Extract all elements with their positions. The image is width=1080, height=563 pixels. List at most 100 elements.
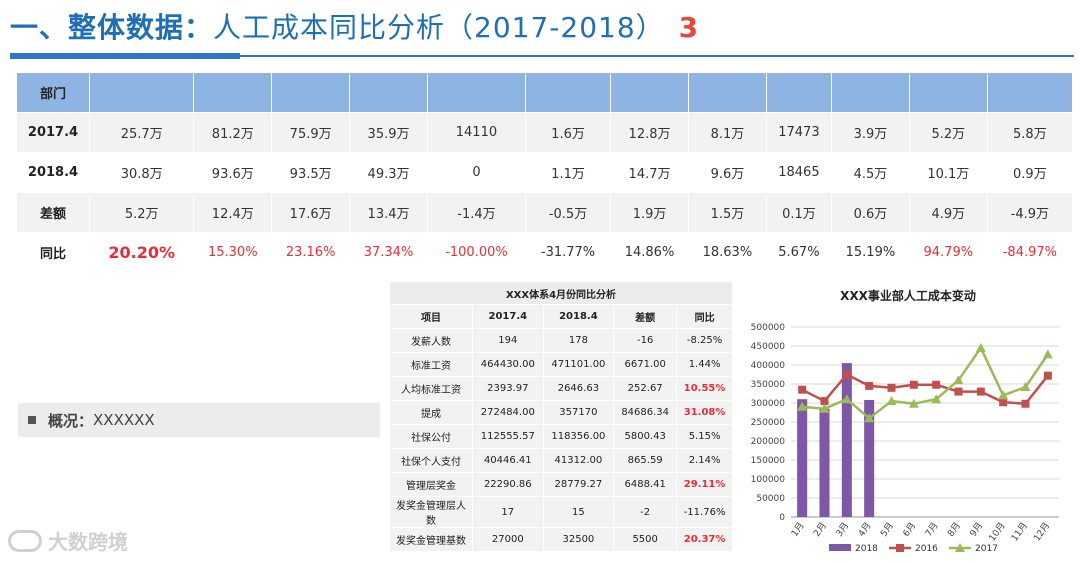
table-cell: -31.77% (525, 233, 611, 272)
table-cell: 1.9万 (611, 193, 688, 232)
table-cell: 37.34% (350, 233, 427, 272)
legend-label: 2018 (855, 544, 878, 554)
yoy-analysis-table: XXX体系4月份同比分析 项目 2017.4 2018.4 差额 同比 发薪人数 194 17… (389, 281, 733, 552)
point-2016 (820, 397, 829, 406)
header-cell (350, 73, 427, 112)
bar-2018 (864, 399, 875, 517)
header-cell (766, 73, 831, 112)
table-cell: 18465 (766, 153, 831, 192)
table-cell: 2646.63 (543, 377, 614, 400)
watermark-text: 大数跨境 (48, 530, 128, 554)
y-tick-label: 150000 (751, 456, 786, 466)
point-2017 (1042, 349, 1053, 359)
table-cell: 178 (543, 329, 614, 352)
x-tick-label: 10月 (987, 520, 1008, 543)
table-cell: 15.30% (194, 233, 272, 272)
header-cell (90, 73, 194, 112)
table-cell: 23.16% (272, 233, 350, 272)
x-tick-label: 6月 (901, 520, 918, 538)
yoy-table-caption-row: XXX体系4月份同比分析 (390, 282, 732, 304)
table-cell: 27000 (473, 528, 543, 551)
point-2017 (864, 413, 875, 423)
department-table-header: 部门 (17, 73, 1072, 112)
table-cell: 20.20% (90, 233, 194, 272)
y-tick-label: 350000 (751, 380, 786, 390)
table-cell: 发奖金管理层人数 (390, 497, 472, 527)
table-cell: 5.67% (766, 233, 831, 272)
table-cell: 1.1万 (525, 153, 611, 192)
table-cell: 30.8万 (90, 153, 194, 192)
table-cell: -0.5万 (525, 193, 611, 232)
header-cell: 同比 (677, 305, 732, 328)
title-main: 人工成本同比分析（2017-2018） (213, 11, 665, 44)
x-tick-label: 2月 (811, 520, 828, 538)
header-cell (688, 73, 766, 112)
cost-change-chart: XXX事业部人工成本变动 0 50000 100000 150000 200000 250… (741, 283, 1075, 559)
table-cell: -100.00% (427, 233, 525, 272)
table-cell: 31.08% (677, 401, 732, 424)
point-2016 (887, 383, 896, 392)
table-cell: 49.3万 (350, 153, 427, 192)
table-cell: 5800.43 (614, 425, 677, 448)
table-row: 社保公付 112555.57 118356.00 5800.43 5.15% (390, 425, 732, 448)
table-cell: 3.9万 (831, 113, 909, 152)
table-cell: 20.37% (677, 528, 732, 551)
x-tick-label: 8月 (945, 520, 962, 538)
table-cell: 93.5万 (272, 153, 350, 192)
x-tick-label: 5月 (878, 520, 895, 538)
table-cell: 1.5万 (688, 193, 766, 232)
table-row: 2018.4 30.8万 93.6万 93.5万 49.3万 0 1.1万 14.7万 9.6万… (17, 153, 1072, 192)
table-cell: 118356.00 (543, 425, 614, 448)
table-cell: 35.9万 (350, 113, 427, 152)
table-cell: 15 (543, 497, 614, 527)
point-2016 (954, 387, 963, 396)
table-cell: -84.97% (987, 233, 1072, 272)
overview-label: 概况： (48, 411, 94, 430)
table-cell: -4.9万 (987, 193, 1072, 232)
table-cell: 0.9万 (987, 153, 1072, 192)
y-tick-label: 450000 (751, 342, 786, 352)
point-2017 (841, 394, 852, 404)
table-cell: 84686.34 (614, 401, 677, 424)
table-cell: 865.59 (614, 449, 677, 472)
point-2016 (842, 370, 851, 379)
bar-2018 (819, 408, 830, 517)
legend-label: 2016 (915, 544, 938, 554)
table-cell: -2 (614, 497, 677, 527)
bullet-square-icon (28, 416, 36, 424)
table-cell: 4.5万 (831, 153, 909, 192)
x-tick-label: 9月 (968, 520, 985, 538)
table-cell: 471101.00 (543, 353, 614, 376)
table-cell: 32500 (543, 528, 614, 551)
page-number: 3 (678, 11, 700, 44)
x-tick-label: 12月 (1032, 520, 1053, 543)
point-2017 (908, 398, 919, 408)
table-cell: -16 (614, 329, 677, 352)
point-2016 (909, 380, 918, 389)
header-cell-department: 部门 (17, 73, 89, 112)
point-2016 (1021, 399, 1030, 408)
header-cell (525, 73, 611, 112)
chart-plot: 0 50000 100000 150000 200000 250000 300000 3500… (751, 323, 1059, 554)
table-cell: 人均标准工资 (390, 377, 472, 400)
row-label: 同比 (17, 233, 89, 272)
table-row: 标准工资 464430.00 471101.00 6671.00 1.44% (390, 353, 732, 376)
table-cell: 2393.97 (473, 377, 543, 400)
table-cell: -11.76% (677, 497, 732, 527)
x-tick-label: 1月 (789, 520, 806, 538)
line-2017 (802, 345, 1049, 420)
table-cell: 15.19% (831, 233, 909, 272)
y-tick-label: 250000 (751, 418, 786, 428)
table-cell: 6671.00 (614, 353, 677, 376)
point-2017 (931, 394, 942, 404)
table-cell: 17.6万 (272, 193, 350, 232)
watermark: 大数跨境 (8, 526, 128, 555)
table-row: 发薪人数 194 178 -16 -8.25% (390, 329, 732, 352)
header-cell (909, 73, 987, 112)
header-cell: 项目 (390, 305, 472, 328)
header-cell: 差额 (614, 305, 677, 328)
legend-label: 2017 (975, 544, 998, 554)
table-row: 发奖金管理层人数 17 15 -2 -11.76% (390, 497, 732, 527)
point-2017 (953, 375, 964, 385)
y-tick-label: 500000 (751, 323, 786, 333)
